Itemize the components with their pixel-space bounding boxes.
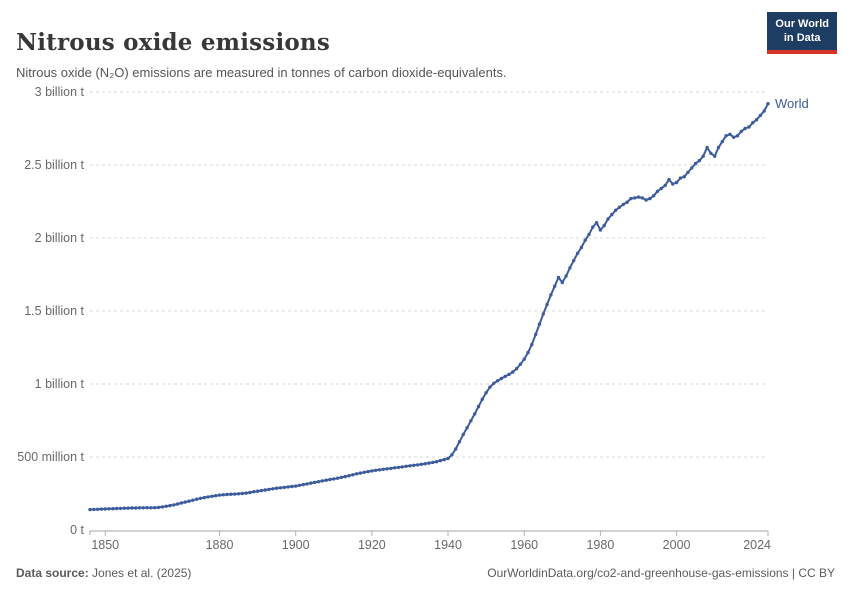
- svg-text:1 billion t: 1 billion t: [35, 377, 85, 391]
- owid-logo-line2: in Data: [783, 32, 821, 45]
- svg-text:0 t: 0 t: [70, 523, 84, 537]
- svg-text:3 billion t: 3 billion t: [35, 85, 85, 99]
- credit-link[interactable]: OurWorldinData.org/co2-and-greenhouse-ga…: [487, 566, 835, 580]
- chart-subtitle: Nitrous oxide (N₂O) emissions are measur…: [16, 65, 507, 80]
- svg-text:2 billion t: 2 billion t: [35, 231, 85, 245]
- plot-area[interactable]: [90, 92, 768, 530]
- svg-text:1920: 1920: [358, 538, 386, 552]
- svg-text:1850: 1850: [91, 538, 119, 552]
- data-source: Data source: Jones et al. (2025): [16, 566, 191, 580]
- x-axis: [89, 530, 769, 536]
- svg-text:500 million t: 500 million t: [17, 450, 84, 464]
- owid-logo-line1: Our World: [775, 18, 829, 30]
- gridlines: [90, 91, 768, 458]
- svg-text:1.5 billion t: 1.5 billion t: [24, 304, 84, 318]
- chart-footer: Data source: Jones et al. (2025) OurWorl…: [16, 566, 835, 580]
- series-end-label: World: [775, 96, 809, 111]
- y-axis-labels: 0 t 500 million t 1 billion t 1.5 billion t…: [17, 85, 84, 537]
- svg-text:1940: 1940: [434, 538, 462, 552]
- svg-text:2.5 billion t: 2.5 billion t: [24, 158, 84, 172]
- page-title: Nitrous oxide emissions: [16, 29, 330, 57]
- x-axis-labels: 1850 1880 1900 1920 1940 1960 1980 2000 2024: [91, 538, 771, 552]
- svg-text:1880: 1880: [206, 538, 234, 552]
- data-source-value: Jones et al. (2025): [88, 566, 192, 580]
- owid-logo[interactable]: Our World in Data: [767, 12, 837, 54]
- svg-text:1980: 1980: [586, 538, 614, 552]
- data-source-label: Data source:: [16, 566, 89, 580]
- svg-text:1960: 1960: [510, 538, 538, 552]
- svg-text:2000: 2000: [663, 538, 691, 552]
- svg-text:2024: 2024: [743, 538, 771, 552]
- svg-text:1900: 1900: [282, 538, 310, 552]
- world-line-dots: [88, 102, 770, 512]
